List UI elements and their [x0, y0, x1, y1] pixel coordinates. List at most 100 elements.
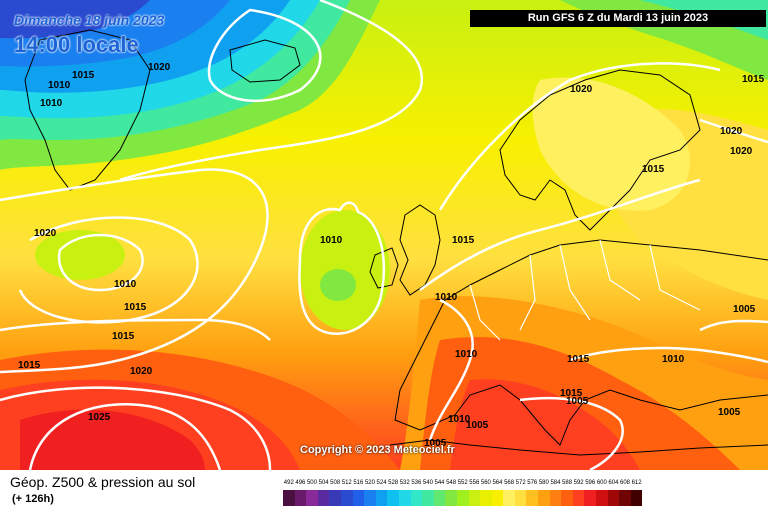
legend-swatch: [526, 490, 539, 506]
legend-swatch: [503, 490, 515, 506]
isobar-label: 1010: [662, 354, 685, 365]
legend-swatch: [619, 490, 631, 506]
legend-swatch: [456, 490, 469, 506]
legend-value: 512: [341, 480, 352, 486]
isobar-label: 1005: [733, 304, 756, 315]
coastline-greenland: [24, 29, 151, 191]
legend-swatch: [491, 490, 504, 506]
legend-swatch: [538, 490, 550, 506]
isobar-label: 1015: [642, 164, 665, 175]
legend-swatch: [306, 490, 318, 506]
legend-value: 504: [318, 480, 329, 486]
isobar-label: 1015: [112, 331, 135, 342]
isobars: [0, 0, 768, 470]
legend-labels: 492 496 500 504 508 512 516 520 524 528 532 536 540 5…: [283, 478, 642, 488]
forecast-time: 14:00 locale: [14, 32, 139, 57]
model-run-banner: Run GFS 6 Z du Mardi 13 juin 2023: [470, 10, 766, 27]
isobar-label: 1005: [424, 438, 447, 449]
legend-swatch: [317, 490, 330, 506]
coastline-scandinavia: [499, 69, 701, 231]
legend-swatch: [433, 490, 446, 506]
legend-value: 540: [422, 480, 433, 486]
isobar-label: 1015: [742, 74, 765, 85]
legend-swatch: [445, 490, 457, 506]
legend-value: 592: [573, 480, 584, 486]
coastline-ireland: [369, 247, 399, 289]
map-canvas: 1015 1020 1010 1010 1020 1015 1020 1020 …: [0, 0, 768, 470]
legend-value: 548: [446, 480, 457, 486]
isobar-label: 1005: [718, 407, 741, 418]
isobar-label: 1010: [48, 80, 71, 91]
isobar-label: 1015: [124, 302, 147, 313]
isobar-label: 1015: [567, 354, 590, 365]
legend-value: 600: [596, 480, 607, 486]
forecast-date: Dimanche 18 juin 2023: [14, 12, 165, 28]
isobar-label: 1005: [466, 420, 489, 431]
isobar-label: 1010: [435, 292, 458, 303]
isobar-label: 1010: [448, 414, 471, 425]
legend-value: 556: [469, 480, 480, 486]
legend-value: 496: [295, 480, 306, 486]
legend-value: 516: [353, 480, 364, 486]
legend-value: 524: [376, 480, 387, 486]
legend-swatch: [584, 490, 597, 506]
isobar-label: 1010: [40, 98, 63, 109]
legend-swatch: [549, 490, 562, 506]
legend-swatch: [387, 490, 399, 506]
copyright-notice: Copyright © 2023 Meteociel.fr: [300, 444, 455, 456]
legend-swatch: [340, 490, 353, 506]
legend-value: 520: [364, 480, 375, 486]
z500-ridge-scandinavia: [532, 77, 690, 211]
legend-value: 528: [388, 480, 399, 486]
isobar-label: 1005: [566, 396, 589, 407]
legend-value: 596: [585, 480, 596, 486]
legend-value: 568: [504, 480, 515, 486]
legend-value: 500: [306, 480, 317, 486]
legend-swatch: [514, 490, 527, 506]
z500-low-west: [35, 230, 125, 280]
legend-value: 552: [457, 480, 468, 486]
legend-value: 560: [480, 480, 491, 486]
legend-swatch: [480, 490, 492, 506]
legend-swatch: [572, 490, 585, 506]
legend-value: 572: [515, 480, 526, 486]
isobar-label: 1015: [72, 70, 95, 81]
isobar-label: 1020: [730, 146, 753, 157]
legend-swatch: [561, 490, 573, 506]
legend-value: 612: [631, 480, 642, 486]
country-borders: [469, 239, 701, 341]
legend-swatch: [630, 490, 643, 506]
legend-value: 604: [608, 480, 619, 486]
z500-band-512: [0, 0, 150, 39]
legend-swatch: [596, 490, 608, 506]
legend-swatch: [410, 490, 423, 506]
isobar-label: 1015: [452, 235, 475, 246]
legend-swatch: [607, 490, 620, 506]
legend-value: 492: [283, 480, 294, 486]
legend-value: 544: [434, 480, 445, 486]
isobar-iceland-high: [207, 8, 322, 103]
legend-value: 588: [562, 480, 573, 486]
legend-value: 564: [492, 480, 503, 486]
z500-low-core: [320, 269, 356, 301]
coastline-north-africa: [389, 439, 768, 456]
legend-value: 508: [330, 480, 341, 486]
isobar-label: 1020: [130, 366, 153, 377]
legend-swatch: [352, 490, 365, 506]
legend-value: 536: [411, 480, 422, 486]
legend-value: 532: [399, 480, 410, 486]
z500-band-596: [20, 409, 205, 470]
isobar-label: 1010: [455, 349, 478, 360]
isobar-label: 1010: [114, 279, 137, 290]
map-footer: Géop. Z500 & pression au sol (+ 126h) 49…: [0, 470, 768, 512]
legend-swatch: [422, 490, 434, 506]
forecast-range: (+ 126h): [12, 493, 54, 505]
legend-swatch: [398, 490, 411, 506]
isobar-labels: 1015 1020 1010 1010 1020 1015 1020 1020 …: [18, 62, 765, 449]
isobar-label: 1015: [18, 360, 41, 371]
legend-value: 584: [550, 480, 561, 486]
color-legend: 492 496 500 504 508 512 516 520 524 528 532 536 540 5…: [283, 478, 643, 508]
isobar-label: 1015: [560, 388, 583, 399]
legend-swatch: [329, 490, 341, 506]
legend-value: 580: [538, 480, 549, 486]
